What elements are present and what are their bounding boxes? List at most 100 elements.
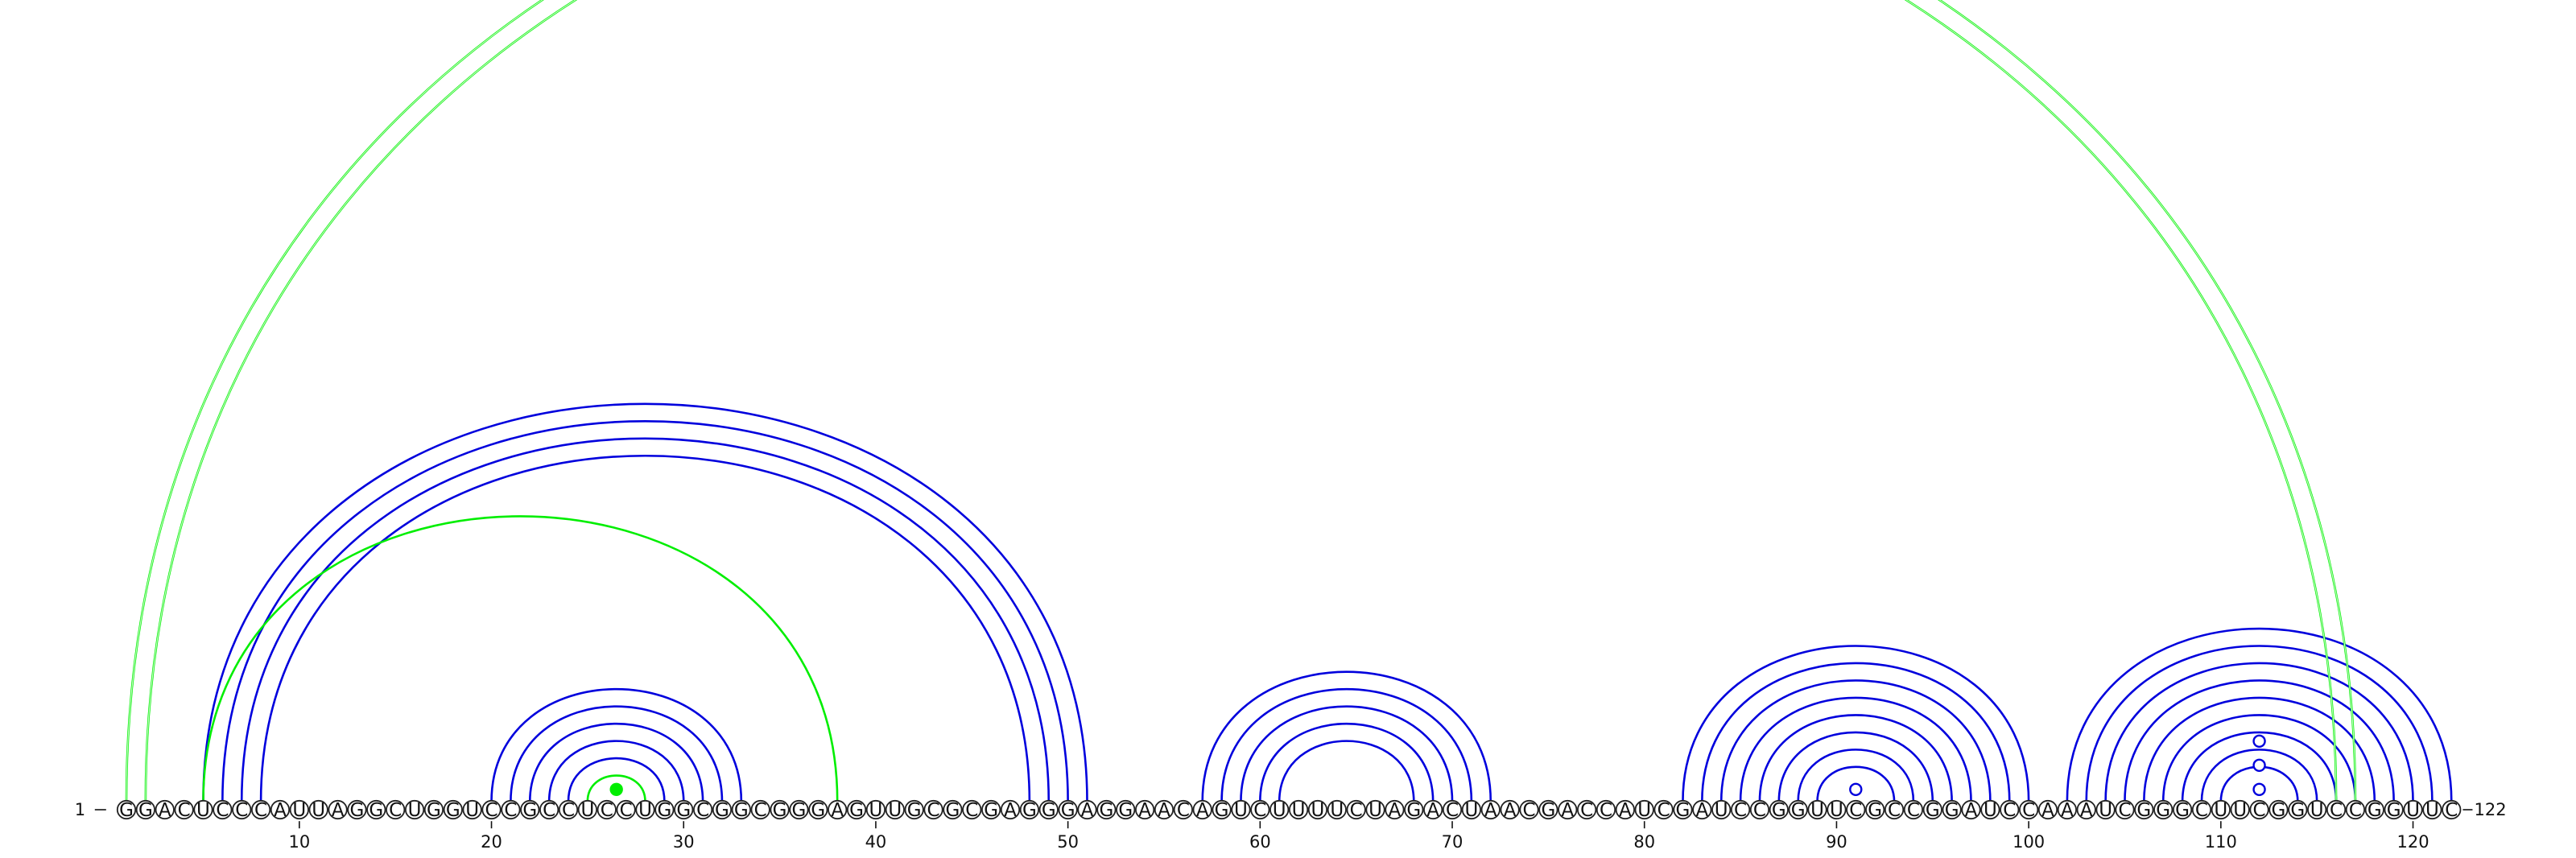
nucleotide-119: G xyxy=(2384,799,2404,821)
nucleotide-90: U xyxy=(1827,799,1847,821)
nucleotide-118: G xyxy=(2364,799,2384,821)
nucleotide-56: C xyxy=(1173,799,1193,821)
nucleotide-13: G xyxy=(347,799,367,821)
nucleotide-circle xyxy=(1922,799,1942,820)
nucleotide-letter: U xyxy=(312,800,325,821)
nucleotide-102: A xyxy=(2057,799,2077,821)
nucleotide-54: A xyxy=(1135,799,1155,821)
nucleotide-circle xyxy=(2345,799,2366,820)
nucleotide-letter: G xyxy=(1772,800,1786,821)
nucleotide-letter: U xyxy=(1368,800,1382,821)
nucleotide-circle xyxy=(232,799,252,820)
tick-label-70: 70 xyxy=(1442,832,1463,852)
nucleotide-circle xyxy=(520,799,540,820)
nucleotide-43: C xyxy=(923,799,943,821)
nucleotide-6: C xyxy=(213,799,233,821)
nucleotide-20: C xyxy=(481,799,502,821)
nucleotide-circle xyxy=(462,799,482,820)
nucleotide-circle xyxy=(1769,799,1789,820)
canonical-pair-arc-23-30 xyxy=(547,740,685,802)
nucleotide-circle xyxy=(1288,799,1309,820)
nucleotide-circle xyxy=(943,799,963,820)
tick-label-20: 20 xyxy=(481,832,502,852)
nucleotide-letter: C xyxy=(2330,800,2343,821)
nucleotide-47: A xyxy=(1000,799,1021,821)
nucleotide-letter: U xyxy=(196,800,210,821)
nucleotide-letter: U xyxy=(1273,800,1286,821)
nucleotide-1: G xyxy=(116,799,137,821)
nucleotide-letter: C xyxy=(1907,800,1920,821)
canonical-pair-arc-5-51 xyxy=(202,402,1088,802)
nucleotide-80: U xyxy=(1634,799,1654,821)
canonical-pair-arc-57-72 xyxy=(1201,670,1492,802)
pair-marker-1 xyxy=(1849,782,1863,796)
nucleotide-letter: C xyxy=(696,800,709,821)
nucleotide-letter: G xyxy=(522,800,537,821)
nucleotide-circle xyxy=(539,799,559,820)
nucleotide-letter: G xyxy=(676,800,691,821)
nucleotide-circle xyxy=(1038,799,1059,820)
nucleotide-circle xyxy=(1903,799,1924,820)
nucleotide-circle xyxy=(1346,799,1366,820)
nucleotide-circle xyxy=(1250,799,1270,820)
nucleotide-letter: G xyxy=(1676,800,1690,821)
noncanonical-pair-arc-1-117 xyxy=(125,0,2357,802)
nucleotide-circle xyxy=(135,799,155,820)
pair-marker-0 xyxy=(609,782,623,796)
nucleotide-75: G xyxy=(1538,799,1558,821)
nucleotide-114: G xyxy=(2288,799,2308,821)
nucleotide-circle xyxy=(2037,799,2058,820)
nucleotide-letter: U xyxy=(1464,800,1478,821)
nucleotide-circle xyxy=(1077,799,1097,820)
nucleotide-circle xyxy=(712,799,733,820)
nucleotide-letter: G xyxy=(2387,800,2401,821)
nucleotide-letter: A xyxy=(2041,800,2054,821)
nucleotide-19: U xyxy=(462,799,482,821)
nucleotide-circle xyxy=(2307,799,2327,820)
nucleotide-letter: A xyxy=(1389,800,1402,821)
nucleotide-circle xyxy=(1788,799,1808,820)
nucleotide-circle xyxy=(1846,799,1866,820)
nucleotide-letter: A xyxy=(1196,800,1209,821)
canonical-pair-arc-86-96 xyxy=(1758,714,1953,802)
canonical-pair-arc-59-70 xyxy=(1240,705,1454,802)
nucleotide-circle xyxy=(1865,799,1885,820)
nucleotide-46: G xyxy=(981,799,1001,821)
sequence-ends: 1 122 xyxy=(75,800,2507,819)
tick-label-50: 50 xyxy=(1057,832,1079,852)
nucleotide-12: A xyxy=(328,799,348,821)
noncanonical-pair-arc-5-38 xyxy=(202,515,839,802)
nucleotide-circle xyxy=(1730,799,1751,820)
nucleotide-circle xyxy=(2288,799,2308,820)
nucleotide-circle xyxy=(2364,799,2384,820)
nucleotide-circle xyxy=(1365,799,1385,820)
nucleotide-91: C xyxy=(1846,799,1866,821)
nucleotide-circle xyxy=(1212,799,1232,820)
nucleotide-letter: G xyxy=(849,800,864,821)
nucleotide-117: C xyxy=(2345,799,2366,821)
nucleotide-circle xyxy=(328,799,348,820)
nucleotide-letter: G xyxy=(1926,800,1940,821)
nucleotide-letter: C xyxy=(1446,800,1459,821)
nucleotide-circle xyxy=(174,799,194,820)
nucleotide-10: U xyxy=(289,799,309,821)
nucleotide-letter: C xyxy=(1888,800,1901,821)
nucleotide-95: G xyxy=(1922,799,1942,821)
nucleotide-circle xyxy=(2268,799,2289,820)
tick-label-60: 60 xyxy=(1249,832,1271,852)
nucleotide-circle xyxy=(1461,799,1482,820)
nucleotide-letter: U xyxy=(1292,800,1306,821)
nucleotide-circle xyxy=(1423,799,1443,820)
pair-marker-4 xyxy=(2252,734,2266,748)
nucleotide-84: U xyxy=(1711,799,1732,821)
canonical-pair-arc-109-115 xyxy=(2200,749,2318,802)
nucleotide-circle xyxy=(250,799,271,820)
tick-label-30: 30 xyxy=(673,832,695,852)
nucleotide-99: C xyxy=(2000,799,2020,821)
nucleotide-circle xyxy=(1942,799,1962,820)
nucleotide-letter: U xyxy=(2214,800,2227,821)
nucleotide-circle xyxy=(404,799,425,820)
nucleotide-113: G xyxy=(2268,799,2289,821)
nucleotide-circle xyxy=(731,799,751,820)
